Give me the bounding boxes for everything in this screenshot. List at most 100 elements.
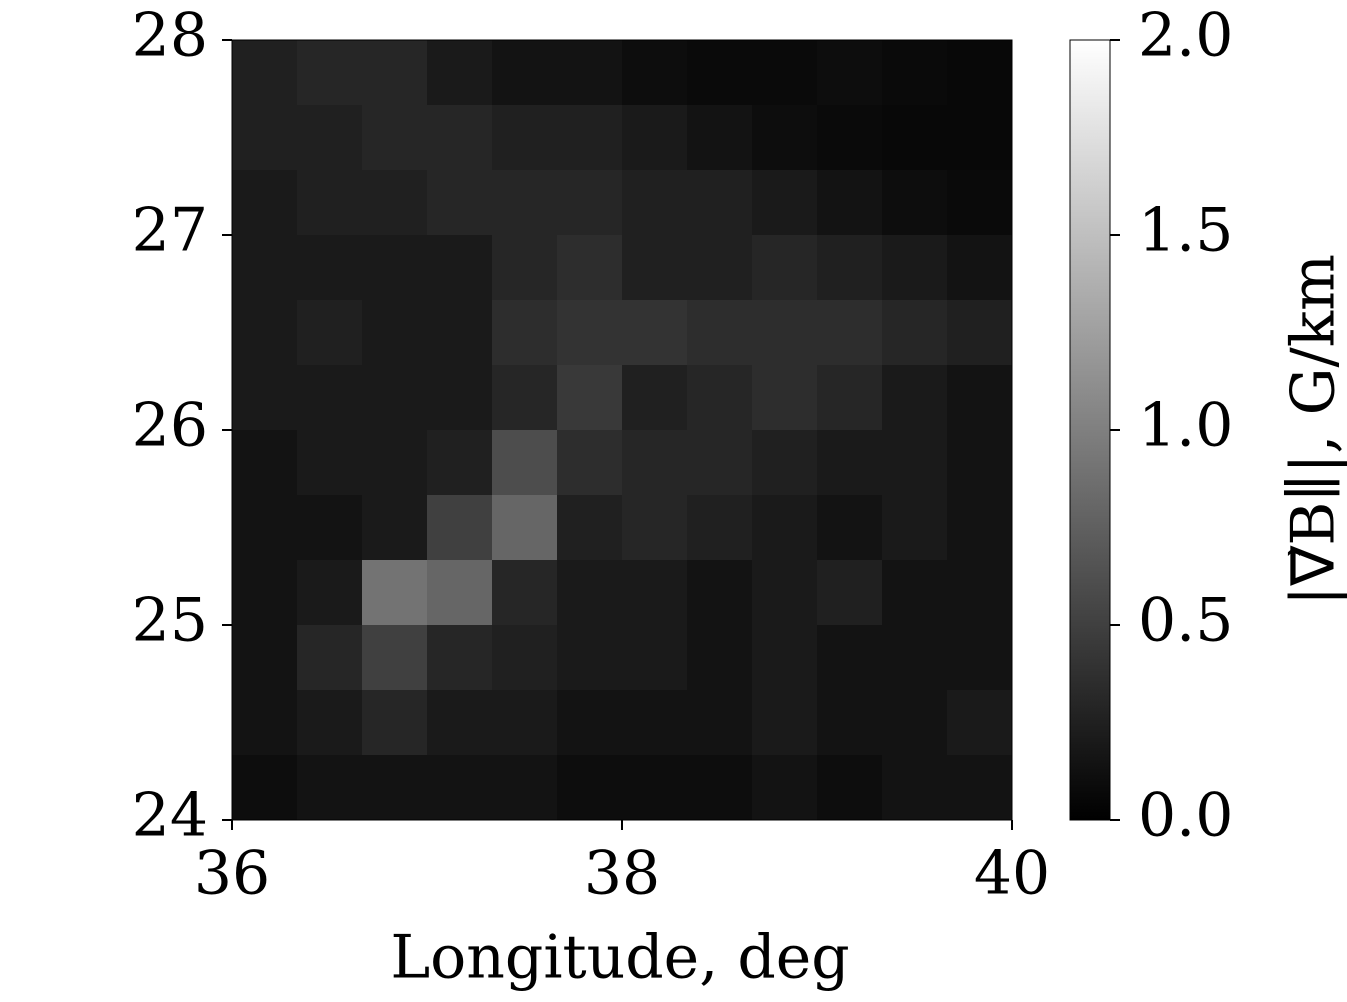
- x-tick-label: 36: [194, 839, 270, 909]
- heatmap-cell: [687, 690, 753, 756]
- heatmap-cell: [362, 560, 428, 626]
- heatmap-cell: [622, 105, 688, 171]
- heatmap-cell: [362, 170, 428, 236]
- heatmap-cell: [492, 235, 558, 301]
- heatmap-cell: [297, 755, 363, 821]
- heatmap-cell: [362, 105, 428, 171]
- colorbar: [1069, 39, 1111, 821]
- heatmap-cell: [557, 300, 623, 366]
- heatmap-cell: [557, 235, 623, 301]
- heatmap-cell: [752, 105, 818, 171]
- heatmap-cell: [752, 40, 818, 106]
- colorbar-tick-label: 0.0: [1138, 781, 1233, 851]
- heatmap-cell: [427, 170, 493, 236]
- heatmap-cell: [297, 105, 363, 171]
- heatmap-cell: [882, 430, 948, 496]
- heatmap-cell: [687, 755, 753, 821]
- heatmap-cell: [882, 300, 948, 366]
- heatmap-cell: [232, 755, 298, 821]
- heatmap-cell: [492, 300, 558, 366]
- colorbar-tick-label: 0.5: [1138, 586, 1233, 656]
- heatmap-cell: [817, 430, 883, 496]
- colorbar-tick-label: 1.0: [1138, 391, 1233, 461]
- heatmap-cell: [947, 365, 1013, 431]
- heatmap-cell: [427, 690, 493, 756]
- heatmap-cell: [297, 40, 363, 106]
- heatmap-cell: [947, 755, 1013, 821]
- heatmap-cell: [297, 300, 363, 366]
- heatmap-cell: [492, 560, 558, 626]
- heatmap-cell: [817, 495, 883, 561]
- heatmap-cell: [362, 495, 428, 561]
- heatmap-cell: [622, 625, 688, 691]
- heatmap-cell: [362, 430, 428, 496]
- heatmap-cell: [492, 755, 558, 821]
- heatmap-cell: [427, 235, 493, 301]
- heatmap-cell: [492, 170, 558, 236]
- heatmap-cell: [492, 105, 558, 171]
- heatmap-cell: [817, 170, 883, 236]
- heatmap-cell: [232, 495, 298, 561]
- heatmap-cell: [297, 690, 363, 756]
- heatmap-cell: [687, 560, 753, 626]
- heatmap-cell: [232, 40, 298, 106]
- heatmap-cell: [687, 40, 753, 106]
- heatmap-cell: [492, 690, 558, 756]
- heatmap-cell: [752, 365, 818, 431]
- heatmap-cell: [622, 495, 688, 561]
- heatmap-cell: [362, 365, 428, 431]
- heatmap-cell: [817, 40, 883, 106]
- y-tick-label: 27: [132, 196, 208, 266]
- heatmap-cell: [557, 495, 623, 561]
- colorbar-label: |∇⃗B∥|, G/km: [1279, 254, 1347, 606]
- heatmap-cell: [752, 495, 818, 561]
- heatmap-cell: [232, 690, 298, 756]
- heatmap-cell: [362, 235, 428, 301]
- heatmap-cell: [557, 755, 623, 821]
- x-axis-label: Longitude, deg: [390, 923, 849, 993]
- y-tick-label: 25: [132, 586, 208, 656]
- heatmap-cell: [427, 300, 493, 366]
- heatmap-cell: [687, 365, 753, 431]
- heatmap-cell: [232, 430, 298, 496]
- heatmap-cell: [232, 300, 298, 366]
- heatmap-cell: [882, 365, 948, 431]
- heatmap-cell: [752, 755, 818, 821]
- heatmap-cell: [947, 235, 1013, 301]
- heatmap-cell: [947, 495, 1013, 561]
- heatmap-cell: [297, 495, 363, 561]
- heatmap-cell: [687, 430, 753, 496]
- heatmap-cell: [687, 495, 753, 561]
- heatmap-cell: [817, 625, 883, 691]
- heatmap-cell: [492, 495, 558, 561]
- heatmap-cell: [557, 560, 623, 626]
- heatmap-cell: [752, 170, 818, 236]
- heatmap-cell: [882, 40, 948, 106]
- heatmap-cell: [297, 625, 363, 691]
- heatmap-cell: [557, 40, 623, 106]
- heatmap-cell: [882, 495, 948, 561]
- heatmap-cell: [947, 170, 1013, 236]
- heatmap-cell: [622, 690, 688, 756]
- heatmap-cell: [752, 625, 818, 691]
- x-tick-label: 40: [974, 839, 1050, 909]
- heatmap-cell: [427, 105, 493, 171]
- heatmap-cell: [817, 755, 883, 821]
- colorbar-tick-label: 1.5: [1138, 196, 1233, 266]
- heatmap-cell: [492, 40, 558, 106]
- heatmap-cell: [882, 625, 948, 691]
- heatmap-cell: [947, 430, 1013, 496]
- heatmap-cell: [687, 105, 753, 171]
- heatmap-cell: [232, 365, 298, 431]
- heatmap-cell: [947, 105, 1013, 171]
- heatmap-cell: [947, 40, 1013, 106]
- heatmap-cell: [232, 560, 298, 626]
- heatmap-cell: [752, 690, 818, 756]
- heatmap-cell: [492, 365, 558, 431]
- heatmap-cell: [557, 690, 623, 756]
- heatmap-cell: [817, 300, 883, 366]
- heatmap-cell: [622, 365, 688, 431]
- heatmap-cell: [297, 365, 363, 431]
- heatmap-cell: [817, 365, 883, 431]
- heatmap-cell: [232, 625, 298, 691]
